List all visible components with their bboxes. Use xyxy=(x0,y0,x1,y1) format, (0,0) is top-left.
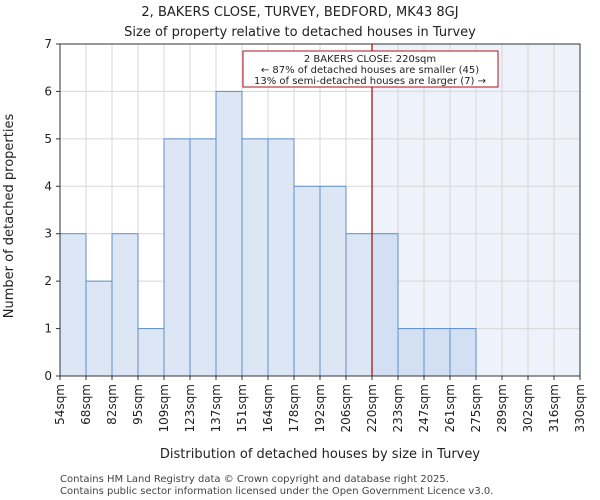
x-tick-label: 206sqm xyxy=(339,384,353,432)
annotation-box: 2 BAKERS CLOSE: 220sqm ← 87% of detached… xyxy=(242,50,499,88)
annotation-line-1: 2 BAKERS CLOSE: 220sqm xyxy=(304,54,436,65)
x-tick-label: 330sqm xyxy=(573,384,587,432)
histogram-bar xyxy=(267,138,295,377)
x-tick-label: 95sqm xyxy=(131,384,145,425)
x-tick-label: 302sqm xyxy=(521,384,535,432)
y-axis-label: Number of detached properties xyxy=(2,114,17,319)
chart-title: 2, BAKERS CLOSE, TURVEY, BEDFORD, MK43 8… xyxy=(141,5,458,20)
x-tick-label: 123sqm xyxy=(183,384,197,432)
x-tick-label: 137sqm xyxy=(209,384,223,432)
x-tick-label: 289sqm xyxy=(495,384,509,432)
x-axis-label: Distribution of detached houses by size … xyxy=(160,447,480,462)
histogram-bar xyxy=(293,185,321,377)
y-tick-label: 6 xyxy=(44,84,52,98)
x-tick-label: 261sqm xyxy=(443,384,457,432)
footer-line-1: Contains HM Land Registry data © Crown c… xyxy=(60,474,449,485)
histogram-bar xyxy=(423,328,451,377)
histogram-bar xyxy=(189,138,217,377)
footer-line-2: Contains public sector information licen… xyxy=(60,486,493,497)
histogram-bar xyxy=(449,328,477,377)
histogram-bar xyxy=(85,280,113,377)
histogram-bar xyxy=(215,90,243,377)
x-tick-label: 68sqm xyxy=(79,384,93,425)
y-tick-label: 5 xyxy=(44,132,52,146)
annotation-line-3: 13% of semi-detached houses are larger (… xyxy=(254,76,486,87)
x-tick-label: 109sqm xyxy=(157,384,171,432)
histogram-bar xyxy=(241,138,269,377)
x-tick-label: 316sqm xyxy=(547,384,561,432)
x-tick-label: 247sqm xyxy=(417,384,431,432)
y-tick-label: 2 xyxy=(44,274,52,288)
histogram-bar xyxy=(345,233,373,377)
histogram-bar xyxy=(59,233,87,377)
histogram-bar xyxy=(111,233,139,377)
x-tick-label: 151sqm xyxy=(235,384,249,432)
x-tick-label: 233sqm xyxy=(391,384,405,432)
annotation-line-2: ← 87% of detached houses are smaller (45… xyxy=(261,65,479,76)
histogram-bar xyxy=(397,328,425,377)
x-tick-label: 164sqm xyxy=(261,384,275,432)
x-tick-label: 82sqm xyxy=(105,384,119,425)
y-tick-label: 1 xyxy=(44,322,52,336)
histogram-bar xyxy=(163,138,191,377)
histogram-bar xyxy=(319,185,347,377)
histogram-bar xyxy=(371,233,399,377)
y-tick-label: 3 xyxy=(44,227,52,241)
y-tick-label: 0 xyxy=(44,369,52,383)
x-tick-label: 192sqm xyxy=(313,384,327,432)
chart-subtitle: Size of property relative to detached ho… xyxy=(124,25,476,40)
x-tick-label: 178sqm xyxy=(287,384,301,432)
x-tick-label: 54sqm xyxy=(53,384,67,425)
x-tick-label: 275sqm xyxy=(469,384,483,432)
x-tick-label: 220sqm xyxy=(365,384,379,432)
y-tick-label: 7 xyxy=(44,37,52,51)
y-tick-label: 4 xyxy=(44,179,52,193)
histogram-bar xyxy=(137,328,165,377)
